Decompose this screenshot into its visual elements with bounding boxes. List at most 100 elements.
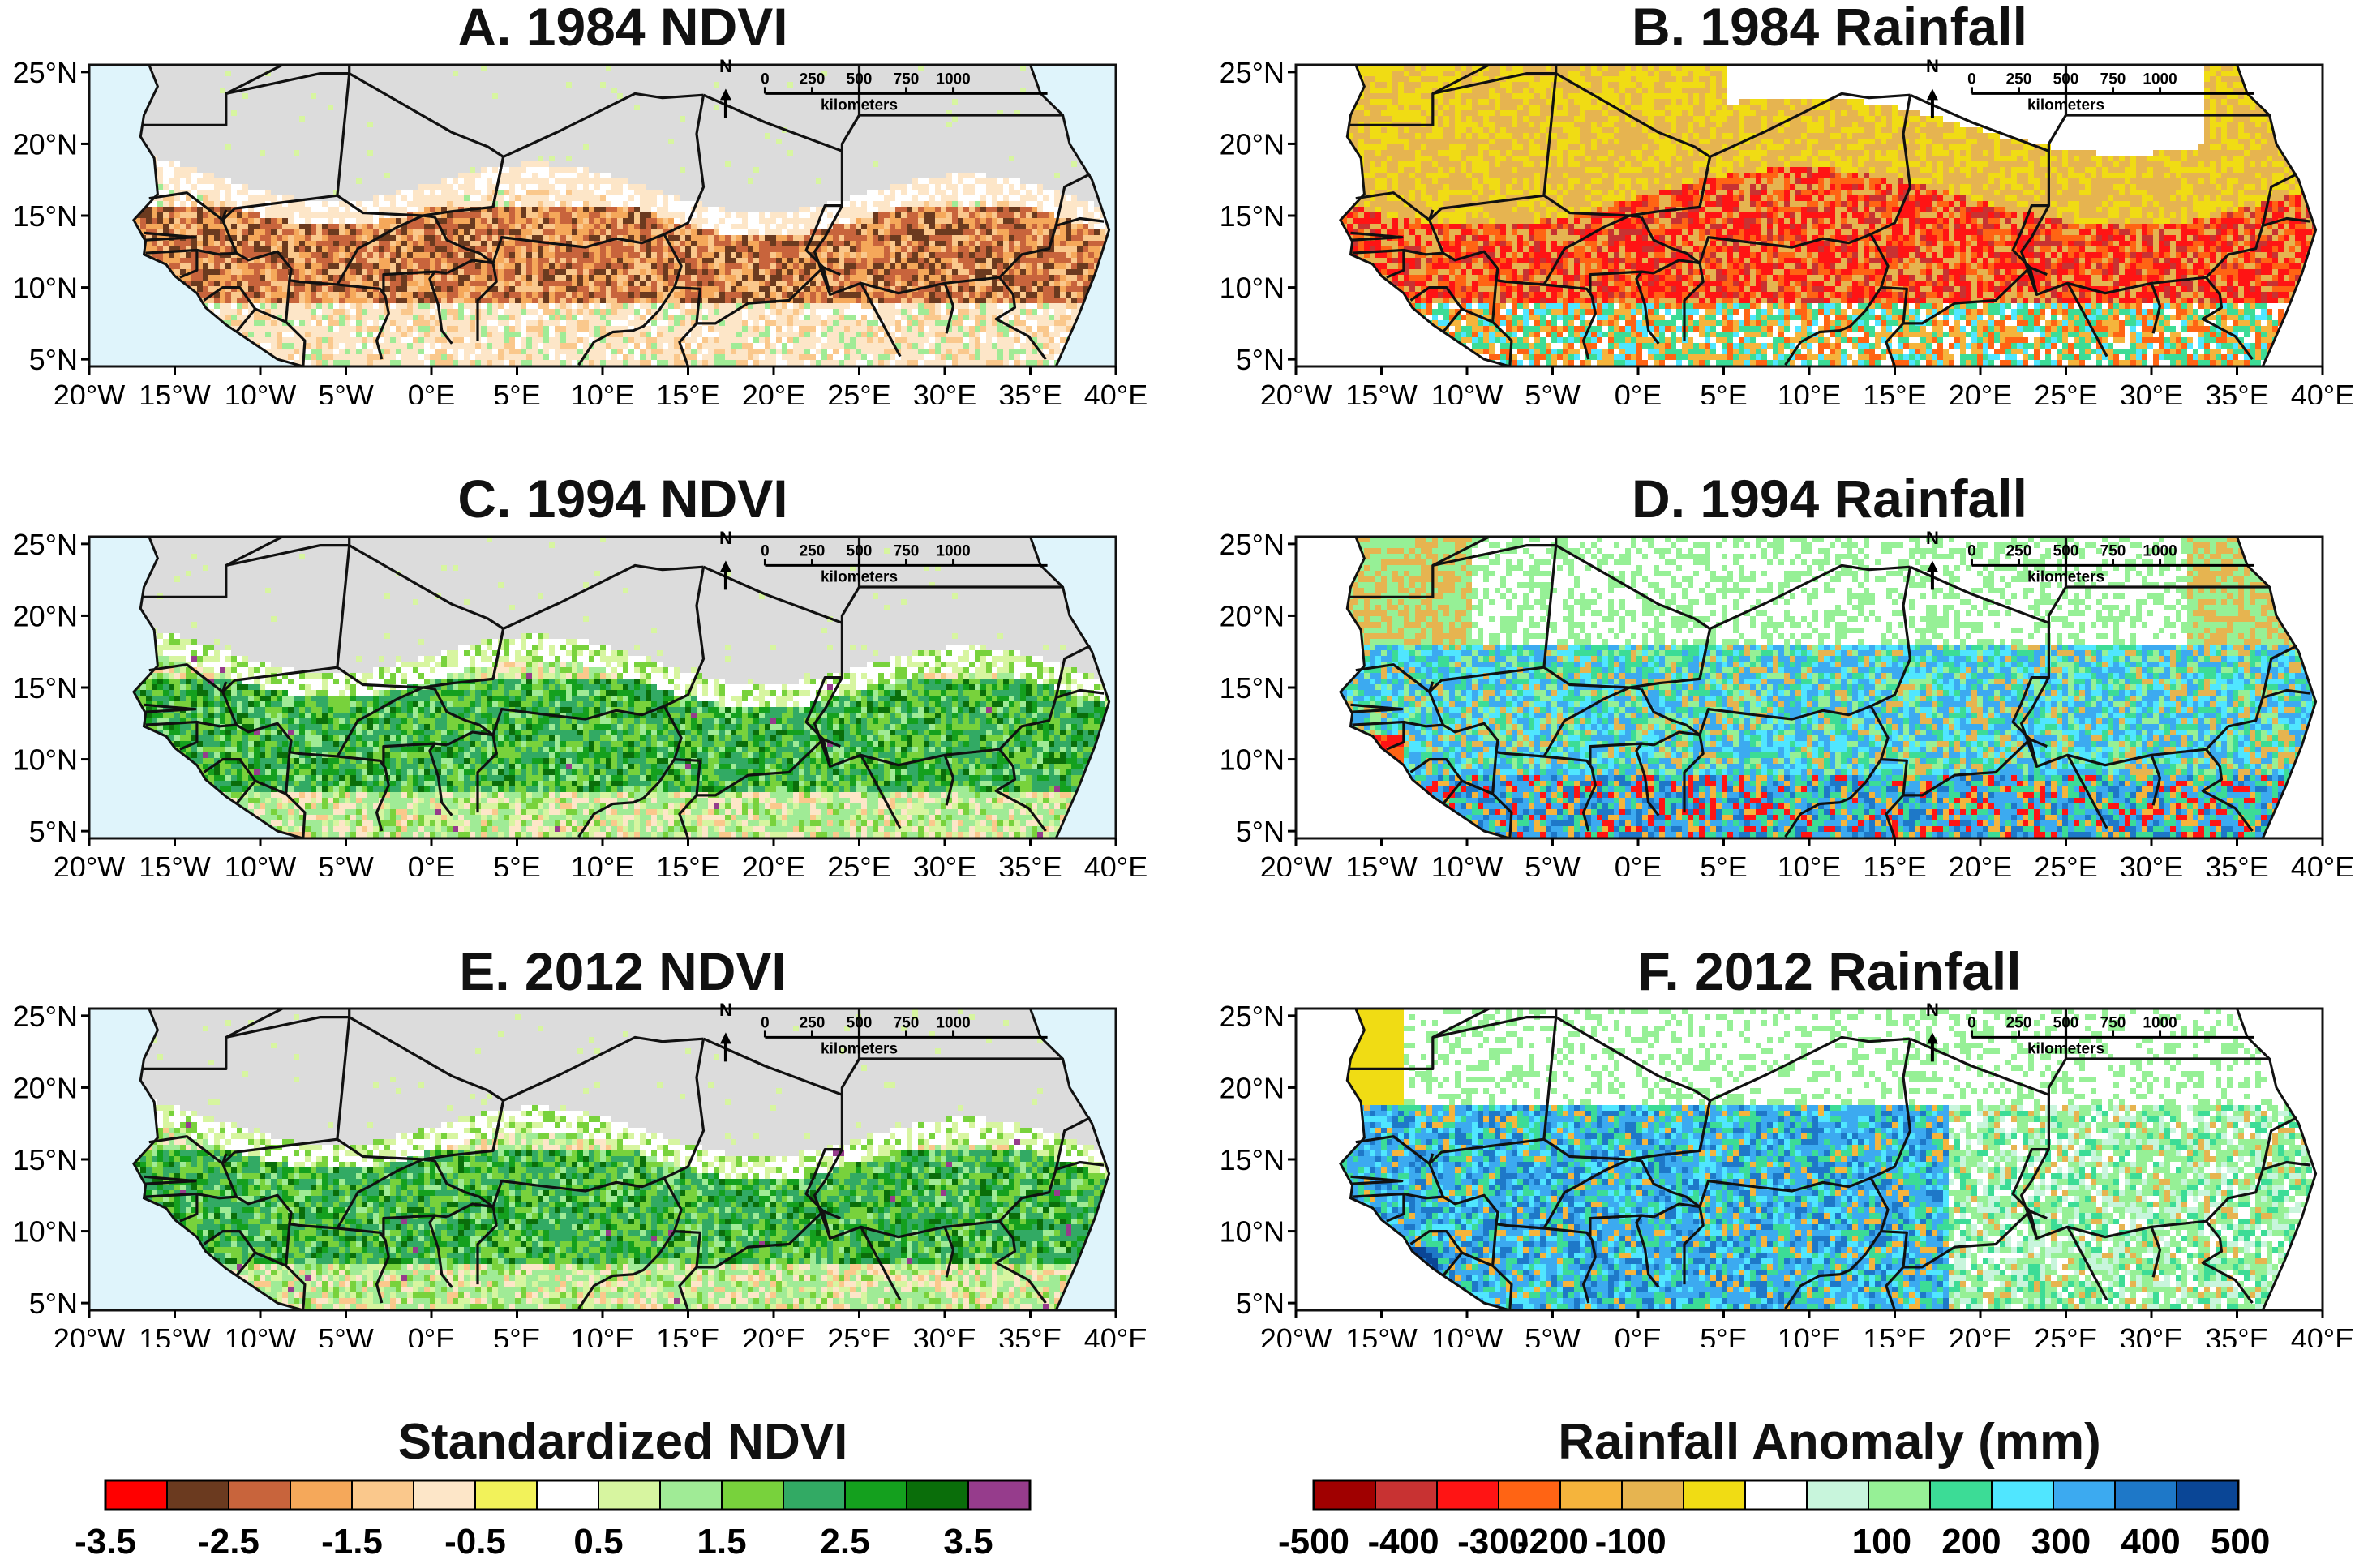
scale-label-4: 1000 [936,71,970,88]
map-plot-area [1296,65,2323,366]
colorbar-label-5: 100 [1852,1522,1911,1562]
lon-label-8: 20°E [1949,850,2012,876]
panel-title-f: F. 2012 Rainfall [1302,945,2355,998]
border-23 [1881,266,2031,325]
border-20 [1653,259,1705,341]
border-27 [1350,703,1404,713]
panel-title-c: C. 1994 NDVI [96,472,1150,525]
border-24 [678,794,698,838]
ndvi-colorbar: -3.5 -2.5 -1.5 -0.5 0.5 1.5 2.5 3.5 [75,1479,1032,1562]
lon-label-1: 15°W [1345,1322,1417,1347]
border-20 [1653,1202,1705,1285]
border-1 [1432,1009,1558,1039]
border-24 [1885,322,1905,366]
scale-label-4: 1000 [936,542,970,559]
lon-label-9: 25°E [827,379,890,404]
axes: 25°N 20°N 15°N 10°N 5°N20°W 15°W 10°W 5°W 0°E 5°E… [1220,528,2355,876]
colorbar-swatch-3 [1498,1480,1561,1510]
scale-unit: kilometers [2027,568,2104,585]
lon-label-10: 30°E [913,850,976,876]
north-arrow-icon [1926,560,1938,590]
colorbar-label-3: -0.5 [444,1522,506,1562]
map-panel-c-ndvi-1994: N 0 250 500 750 1000 kilometers 25°N 20°N 15°N 10°… [13,528,1148,876]
border-17 [235,780,256,805]
lon-label-10: 30°E [2120,1322,2183,1347]
north-arrow-icon [719,88,731,118]
lon-label-11: 35°E [998,1322,1062,1347]
border-4 [337,1016,505,1161]
rainfall-colorbar-title: Rainfall Anomaly (mm) [1302,1417,2355,1467]
border-1 [1432,65,1558,95]
panel-title-b: B. 1984 Rainfall [1302,0,2355,54]
axes: 25°N 20°N 15°N 10°N 5°N20°W 15°W 10°W 5°W 0°E 5°E… [13,528,1148,876]
border-20 [1653,730,1705,813]
colorbar-swatch-4 [351,1480,414,1510]
lon-label-0: 20°W [1260,850,1332,876]
border-26 [860,282,902,358]
lat-label-4: 5°N [1236,343,1285,376]
border-25 [821,267,832,295]
lon-label-4: 0°E [408,379,455,404]
lat-label-2: 15°N [13,671,78,705]
lon-label-8: 20°E [742,1322,805,1347]
border-13 [336,686,435,832]
colorbar-swatch-7 [536,1480,599,1510]
lon-label-1: 15°W [139,379,210,404]
border-21 [1589,1214,1654,1237]
border-26 [860,754,902,829]
lon-label-4: 0°E [1615,379,1662,404]
north-arrow: N [1926,1000,1939,1062]
border-13 [336,1158,435,1304]
lat-label-3: 10°N [1220,272,1285,305]
lon-label-2: 10°W [1431,379,1503,404]
colorbar-label-4: -100 [1595,1522,1667,1562]
north-arrow: N [719,528,732,590]
lon-label-4: 0°E [408,850,455,876]
colorbar-swatch-14 [2176,1480,2239,1510]
colorbar-label-9: 500 [2211,1522,2270,1562]
scale-bar: 0 250 500 750 1000 kilometers [761,71,1048,114]
border-1 [225,1009,351,1039]
border-23 [674,738,825,797]
border-25 [2028,1210,2039,1239]
lon-label-10: 30°E [913,379,976,404]
lat-label-4: 5°N [1236,1287,1285,1320]
lon-label-9: 25°E [2034,850,2097,876]
border-28 [943,1226,955,1278]
map-plot-area [89,1009,1116,1310]
colorbar-swatch-3 [290,1480,353,1510]
border-4 [1543,544,1712,689]
lon-label-3: 5°W [318,379,373,404]
lon-label-0: 20°W [1260,379,1332,404]
scale-label-3: 750 [894,542,920,559]
scale-label-1: 250 [800,71,826,88]
border-22 [1784,1177,1890,1310]
border-13 [336,214,435,360]
map-panel-d-rainfall-1994: N 0 250 500 750 1000 kilometers 25°N 20°N 15°N 10°… [1220,528,2355,876]
lon-label-5: 5°E [1700,379,1747,404]
colorbar-swatch-13 [906,1480,969,1510]
scale-label-4: 1000 [936,1014,970,1031]
border-20 [446,1202,498,1285]
border-19 [1635,271,1660,345]
lon-label-2: 10°W [225,1322,296,1347]
border-11 [2261,1116,2298,1170]
border-22 [577,705,683,838]
lon-label-4: 0°E [408,1322,455,1347]
colorbar-swatch-5 [413,1480,476,1510]
colorbar-swatch-11 [1991,1480,2054,1510]
map-plot-area [89,65,1116,366]
border-0 [1349,537,1491,598]
lat-label-4: 5°N [29,1287,78,1320]
lat-label-0: 25°N [13,1000,78,1033]
scale-label-2: 500 [2053,542,2079,559]
map-plot-area [89,537,1116,838]
lat-label-4: 5°N [1236,815,1285,848]
border-1 [225,65,351,95]
border-24 [678,322,698,366]
border-25 [2028,739,2039,767]
north-label: N [719,1000,732,1020]
colorbar-swatch-8 [598,1480,661,1510]
lat-label-1: 20°N [13,1071,78,1104]
border-27 [144,703,197,713]
